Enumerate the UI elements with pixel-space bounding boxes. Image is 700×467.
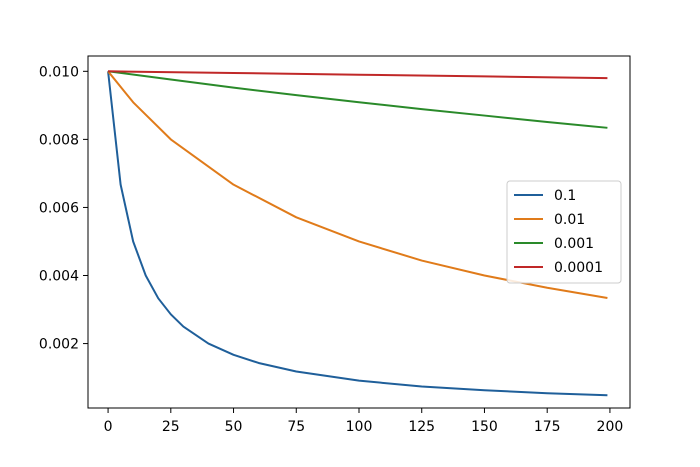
x-tick-label-5: 125 [408,419,435,435]
y-tick-label-2: 0.006 [39,200,79,216]
legend: 0.1 0.01 0.001 0.0001 [506,180,622,284]
legend-label-3: 0.0001 [554,260,603,276]
x-tick-label-7: 175 [534,419,561,435]
y-tick-label-3: 0.008 [39,132,79,148]
x-tick-label-3: 75 [287,419,305,435]
x-tick-label-8: 200 [597,419,624,435]
y-tick-label-1: 0.004 [39,269,79,285]
legend-label-0: 0.1 [554,188,576,204]
legend-label-1: 0.01 [554,212,585,228]
y-tick-label-4: 0.010 [39,64,79,80]
legend-box [506,180,622,284]
x-tick-label-2: 50 [225,419,243,435]
axes-layer: 0 25 50 75 100 125 150 175 200 0.002 0.004 0.006 0.0… [39,55,631,435]
x-tick-label-1: 25 [162,419,180,435]
legend-label-2: 0.001 [554,236,594,252]
y-tick-label-0: 0.002 [39,337,79,353]
x-tick-label-4: 100 [346,419,373,435]
x-tick-label-0: 0 [104,419,113,435]
series-layer [107,70,608,397]
series-line-0 [107,71,608,397]
series-line-2 [107,70,608,129]
series-line-3 [108,70,608,80]
x-tick-label-6: 150 [471,419,498,435]
